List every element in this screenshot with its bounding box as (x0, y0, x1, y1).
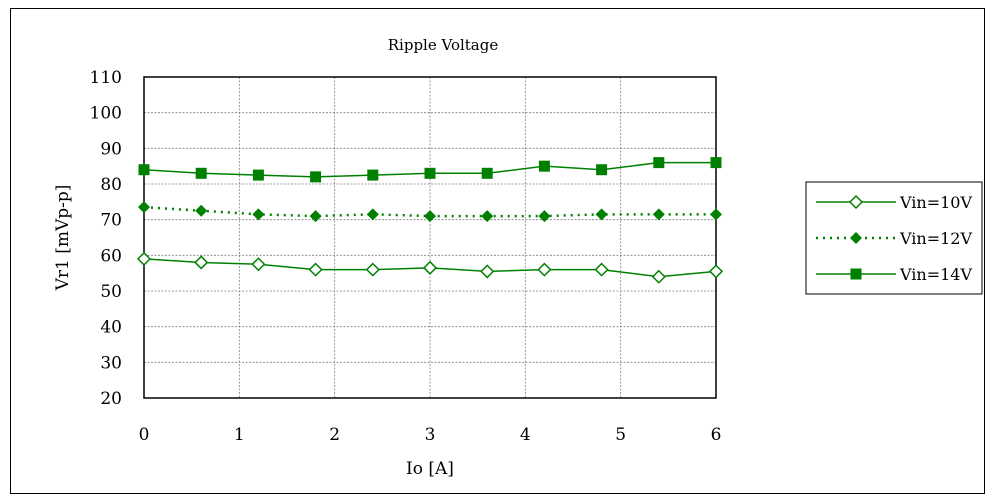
x-tick-label: 2 (329, 425, 340, 445)
x-tick-label: 4 (520, 425, 531, 445)
y-tick-label: 40 (100, 318, 122, 338)
y-tick-label: 60 (100, 246, 122, 266)
data-point (594, 262, 609, 277)
data-point (424, 167, 436, 179)
y-tick-label: 20 (100, 389, 122, 409)
data-point (424, 210, 436, 223)
x-tick-label: 0 (139, 425, 150, 445)
axis-ticks: 20 30 40 50 60 70 80 90 100 110 0 1 2 3 4 5 6 (90, 68, 722, 445)
data-point (710, 157, 722, 169)
y-tick-label: 80 (100, 175, 122, 195)
legend-item: Vin=10V (816, 193, 972, 212)
data-point (653, 157, 665, 169)
data-point (366, 208, 379, 221)
data-point (651, 269, 666, 284)
data-point (194, 255, 209, 270)
data-point (538, 210, 551, 223)
x-tick-label: 5 (615, 425, 626, 445)
legend-item: Vin=14V (816, 265, 972, 284)
data-point (310, 171, 322, 183)
x-axis-label: Io [A] (406, 459, 454, 479)
chart-title: Ripple Voltage (388, 36, 499, 54)
data-point (252, 169, 264, 181)
y-tick-label: 100 (90, 104, 122, 124)
data-point (195, 167, 207, 179)
data-point (537, 262, 552, 277)
data-point (422, 260, 438, 275)
y-axis-label: Vr1 [mVp-p] (53, 185, 73, 292)
y-tick-label: 30 (100, 353, 122, 373)
data-point (195, 204, 208, 217)
series-layer (136, 157, 724, 284)
legend: Vin=10V Vin=12V Vin=14V (805, 181, 983, 295)
grid (144, 77, 716, 398)
legend-marker (848, 194, 864, 210)
series-2 (138, 157, 722, 183)
data-point (308, 262, 323, 277)
legend-marker (850, 232, 862, 244)
y-tick-label: 90 (100, 139, 122, 159)
data-point (652, 208, 665, 221)
legend-item: Vin=12V (816, 229, 972, 248)
data-point (136, 251, 152, 266)
plot-area (143, 76, 717, 399)
data-point (708, 264, 724, 279)
data-point (367, 169, 379, 181)
y-tick-label: 50 (100, 282, 122, 302)
series-1 (138, 201, 722, 223)
y-tick-label: 110 (90, 68, 122, 88)
data-point (480, 264, 495, 279)
data-point (309, 210, 322, 223)
data-point (138, 201, 150, 214)
data-point (252, 208, 265, 221)
data-point (595, 208, 608, 221)
data-point (538, 160, 550, 172)
legend-label: Vin=10V (899, 193, 972, 212)
data-point (481, 210, 494, 223)
data-point (365, 262, 380, 277)
series-line (143, 205, 716, 218)
data-point (138, 164, 150, 176)
data-point (710, 208, 722, 221)
data-point (251, 257, 266, 272)
legend-label: Vin=12V (899, 229, 972, 248)
data-point (596, 164, 608, 176)
legend-marker (850, 268, 862, 280)
legend-label: Vin=14V (899, 265, 972, 284)
x-tick-label: 3 (425, 425, 436, 445)
series-0 (136, 251, 724, 284)
x-tick-label: 1 (234, 425, 245, 445)
data-point (481, 167, 493, 179)
x-tick-label: 6 (711, 425, 722, 445)
y-tick-label: 70 (100, 211, 122, 231)
